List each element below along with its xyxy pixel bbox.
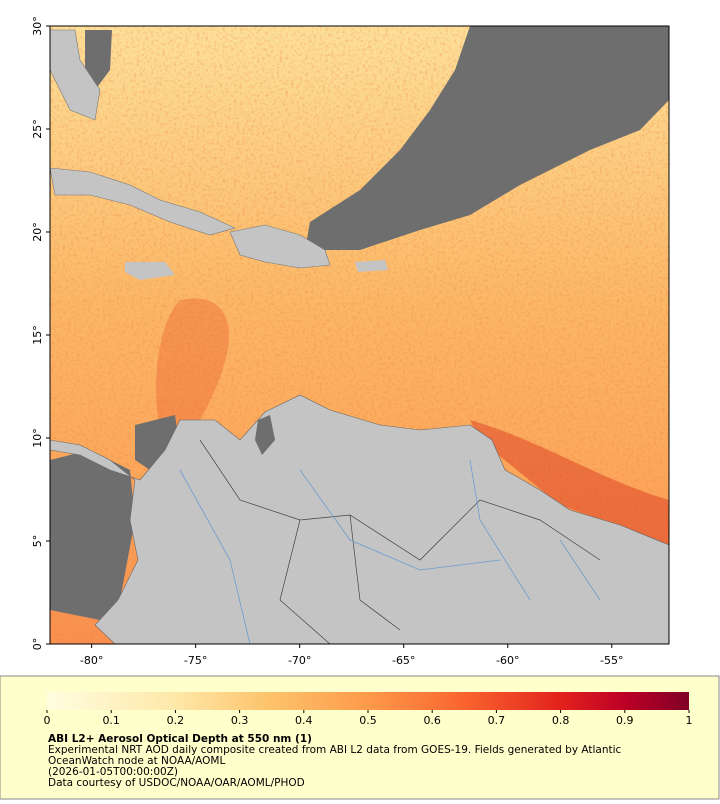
y-tick-label: 30°: [31, 16, 44, 36]
caption-line: OceanWatch node at NOAA/AOML: [48, 755, 225, 767]
colorbar-tick-label: 0.1: [102, 714, 120, 727]
colorbar-tick-label: 0: [44, 714, 51, 727]
cloud-mask: [85, 30, 112, 90]
y-tick-label: 25°: [31, 119, 44, 139]
aod-high: [156, 298, 229, 430]
y-tick-label: 15°: [31, 325, 44, 345]
lake-maracaibo: [255, 415, 275, 455]
caption-line: (2026-01-05T00:00:00Z): [48, 766, 178, 778]
caption-lines: Experimental NRT AOD daily composite cre…: [48, 744, 622, 789]
colorbar-tick-label: 0.6: [423, 714, 441, 727]
land-hispaniola: [229, 224, 331, 269]
caption-line: Experimental NRT AOD daily composite cre…: [48, 744, 622, 756]
land-south-america: [50, 394, 669, 644]
land-florida: [50, 29, 101, 121]
borders: [199, 439, 601, 644]
y-tick-label: 5°: [31, 535, 44, 548]
map-field: [50, 26, 669, 644]
x-tick-label: -55°: [600, 654, 623, 667]
land-cuba: [50, 167, 236, 236]
rivers: [179, 459, 601, 644]
caption-title: ABI L2+ Aerosol Optical Depth at 550 nm …: [48, 733, 312, 745]
caption-line: Data courtesy of USDOC/NOAA/OAR/AOML/PHO…: [48, 777, 305, 789]
colorbar-tick-label: 0.9: [616, 714, 634, 727]
x-tick-label: -65°: [392, 654, 415, 667]
cloud-mask: [305, 26, 669, 250]
x-tick-label: -75°: [184, 654, 207, 667]
y-tick-label: 10°: [31, 428, 44, 448]
y-tick-label: 0°: [31, 638, 44, 651]
colorbar-tick-label: 0.4: [295, 714, 313, 727]
aod-high: [470, 420, 669, 545]
colorbar-tick-label: 0.8: [552, 714, 570, 727]
x-tick-label: -70°: [288, 654, 311, 667]
colorbar: [47, 692, 689, 710]
land-jamaica: [125, 262, 175, 280]
x-tick-label: -80°: [80, 654, 103, 667]
colorbar-ticks: 0 0.1 0.2 0.3 0.4 0.5 0.6 0.7 0.8 0.9 1: [44, 710, 693, 727]
axes: -80° -75° -70° -65° -60° -55° 0° 5° 10° 15° 20° 25°…: [31, 16, 624, 667]
land-puerto-rico: [355, 260, 388, 272]
colorbar-tick-label: 0.3: [231, 714, 249, 727]
colorbar-tick-label: 0.2: [167, 714, 185, 727]
y-tick-label: 20°: [31, 222, 44, 242]
colorbar-tick-label: 0.7: [488, 714, 506, 727]
x-tick-label: -60°: [496, 654, 519, 667]
colorbar-tick-label: 0.5: [359, 714, 377, 727]
colorbar-tick-label: 1: [686, 714, 693, 727]
cloud-mask: [50, 450, 135, 620]
